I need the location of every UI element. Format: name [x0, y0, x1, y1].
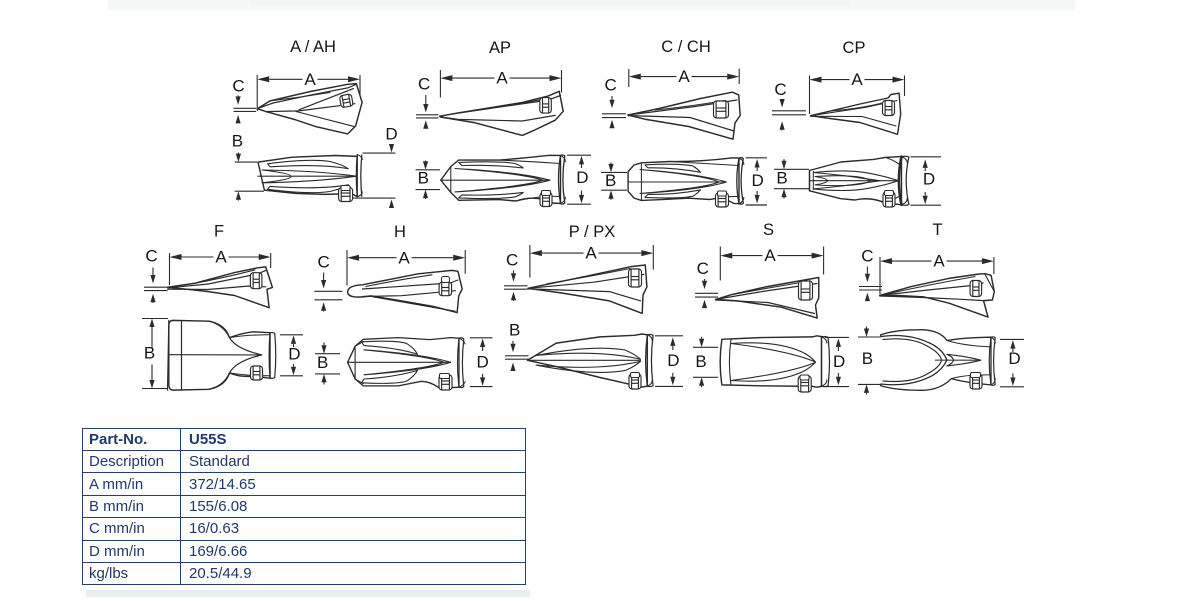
svg-text:C: C [145, 247, 157, 266]
svg-text:S: S [763, 221, 774, 239]
svg-text:P / PX: P / PX [569, 223, 615, 241]
svg-text:D: D [576, 168, 588, 187]
svg-text:C: C [604, 76, 616, 95]
svg-text:A: A [933, 252, 945, 271]
svg-text:T: T [932, 221, 942, 239]
svg-text:A: A [585, 244, 597, 263]
svg-text:A / AH: A / AH [290, 38, 336, 56]
svg-text:A: A [398, 248, 410, 267]
svg-text:A: A [851, 70, 863, 89]
svg-text:D: D [923, 170, 935, 189]
svg-text:C: C [774, 80, 786, 99]
svg-text:A: A [764, 246, 776, 265]
svg-text:C: C [697, 259, 709, 278]
svg-text:D: D [752, 171, 764, 190]
svg-text:C: C [506, 251, 518, 270]
svg-text:A: A [496, 69, 508, 88]
svg-text:A: A [678, 67, 690, 86]
svg-text:D: D [667, 351, 679, 370]
svg-text:B: B [232, 131, 243, 150]
svg-text:D: D [1008, 349, 1020, 368]
svg-text:F: F [214, 223, 224, 241]
svg-text:D: D [385, 125, 397, 144]
svg-text:A: A [304, 70, 316, 89]
svg-text:H: H [394, 223, 406, 241]
svg-text:B: B [776, 169, 787, 188]
svg-text:C: C [318, 253, 330, 272]
svg-text:B: B [862, 349, 873, 368]
svg-text:B: B [144, 344, 155, 363]
svg-text:B: B [509, 321, 520, 340]
svg-text:B: B [317, 353, 328, 372]
svg-text:D: D [833, 352, 845, 371]
svg-text:D: D [476, 353, 488, 372]
svg-text:C: C [418, 75, 430, 94]
svg-text:B: B [418, 169, 429, 188]
svg-text:AP: AP [489, 39, 511, 57]
svg-text:B: B [695, 352, 706, 371]
svg-text:A: A [215, 248, 227, 267]
svg-text:B: B [605, 171, 616, 190]
svg-text:C: C [861, 247, 873, 266]
svg-text:C / CH: C / CH [661, 38, 711, 56]
svg-text:CP: CP [843, 39, 866, 57]
svg-text:D: D [288, 345, 300, 364]
svg-text:C: C [232, 77, 244, 96]
